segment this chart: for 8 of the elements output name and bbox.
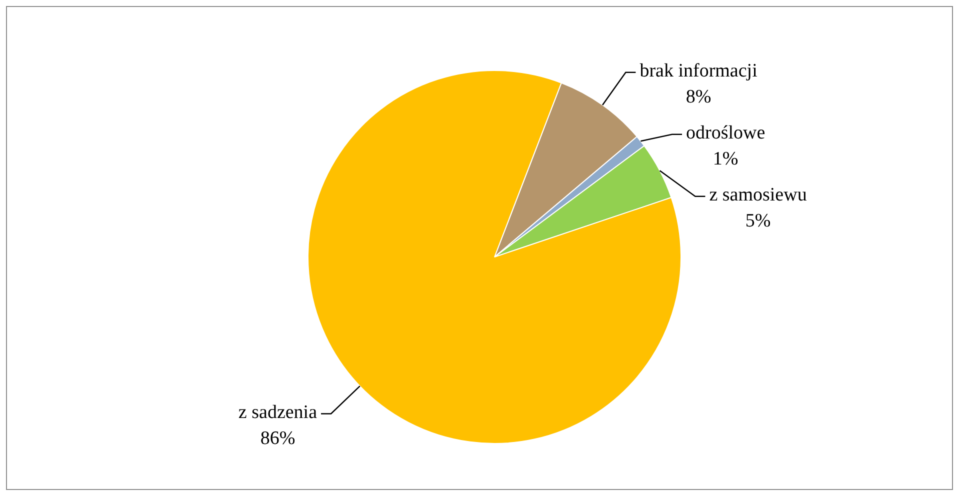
slice-label: z sadzenia bbox=[238, 402, 318, 423]
data-label: 8% bbox=[686, 86, 712, 108]
slice-label: brak informacji bbox=[640, 60, 758, 82]
data-label: 86% bbox=[260, 428, 296, 449]
data-label: 5% bbox=[745, 210, 771, 232]
slice-label: odroślowe bbox=[686, 122, 766, 144]
slice-label: z samosiewu bbox=[709, 184, 808, 206]
data-label: 1% bbox=[712, 148, 738, 170]
